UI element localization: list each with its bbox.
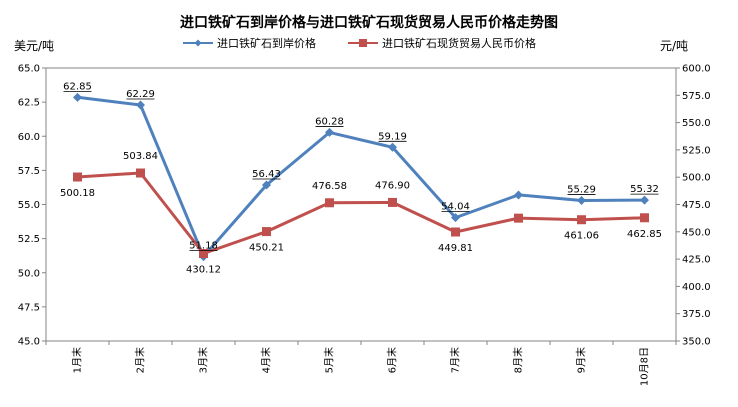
series-1-point (640, 213, 649, 223)
right-tick-label: 525.0 (682, 145, 711, 156)
legend: 进口铁矿石到岸价格 进口铁矿石现货贸易人民币价格 (183, 36, 536, 50)
x-tick-label: 5月末 (323, 347, 336, 373)
legend-marker-fob (194, 39, 202, 47)
series-line-0 (77, 95, 645, 259)
legend-marker-rmb (359, 39, 367, 47)
series-0-point (451, 213, 460, 223)
series-1-point (262, 227, 271, 237)
series-0-point (640, 195, 649, 205)
series-line-1 (77, 171, 645, 255)
x-tick-label: 4月末 (260, 347, 273, 373)
x-tick-label: 8月末 (512, 347, 525, 373)
x-tick-label: 10月8日 (639, 347, 651, 386)
series-1-data-label: 430.12 (186, 265, 221, 276)
right-tick-label: 550.0 (682, 118, 711, 129)
plot-area: 45.0 47.5 50.0 52.5 55.0 57.5 60.0 62.5 65.0 350.… (18, 64, 711, 387)
series-0-data-label: 59.19 (378, 131, 407, 142)
series-1-point (73, 172, 82, 182)
series-1-point (325, 198, 334, 208)
left-axis-unit: 美元/吨 (14, 39, 54, 53)
x-tick-label: 9月末 (575, 347, 588, 373)
series-1-data-label: 461.06 (564, 231, 599, 242)
left-tick-label: 60.0 (18, 132, 40, 143)
series-1-data-label: 476.58 (312, 181, 347, 192)
right-tick-label: 350.0 (682, 337, 711, 348)
right-tick-label: 400.0 (682, 282, 711, 293)
series-0-data-label: 60.28 (315, 116, 344, 127)
x-tick-label: 7月末 (449, 347, 462, 373)
series-1-data-label: 450.21 (249, 243, 284, 254)
series-0-point (577, 196, 586, 206)
series-1-point (451, 227, 460, 237)
x-tick-label: 3月末 (197, 347, 210, 373)
legend-label-rmb: 进口铁矿石现货贸易人民币价格 (382, 36, 536, 50)
left-tick-label: 52.5 (18, 234, 40, 245)
series-0-data-label: 54.04 (441, 202, 470, 213)
series-1-point (514, 213, 523, 223)
legend-label-fob: 进口铁矿石到岸价格 (217, 36, 316, 50)
series-0-data-label: 51.18 (189, 241, 218, 252)
right-tick-label: 575.0 (682, 91, 711, 102)
series-0-point (262, 180, 271, 190)
x-tick-label: 1月末 (71, 347, 84, 373)
right-axis-unit: 元/吨 (660, 39, 688, 53)
series-0-point (325, 127, 334, 137)
series-0-point (388, 142, 397, 152)
left-tick-label: 65.0 (18, 64, 40, 75)
left-tick-label: 45.0 (18, 337, 40, 348)
right-tick-label: 600.0 (682, 64, 711, 75)
left-tick-label: 55.0 (18, 200, 40, 211)
left-tick-label: 57.5 (18, 166, 40, 177)
chart-title: 进口铁矿石到岸价格与进口铁矿石现货贸易人民币价格走势图 (180, 14, 558, 31)
series-0-data-label: 62.85 (63, 81, 92, 92)
series-1-data-label: 500.18 (60, 188, 95, 199)
series-1-data-label: 449.81 (438, 243, 473, 254)
series-1-point (136, 168, 145, 178)
right-tick-label: 425.0 (682, 255, 711, 266)
series-1-point (388, 197, 397, 207)
left-tick-label: 50.0 (18, 268, 40, 279)
series-1-point (199, 249, 208, 259)
series-0-data-label: 55.32 (630, 184, 659, 195)
series-0-point (514, 190, 523, 200)
series-0-data-label: 62.29 (126, 89, 155, 100)
x-tick-label: 2月末 (134, 347, 147, 373)
series-0-point (73, 92, 82, 102)
right-tick-label: 475.0 (682, 200, 711, 211)
series-0-data-label: 55.29 (567, 185, 596, 196)
series-1-data-label: 503.84 (123, 151, 158, 162)
right-tick-label: 500.0 (682, 173, 711, 184)
left-tick-label: 62.5 (18, 98, 40, 109)
right-tick-label: 450.0 (682, 227, 711, 238)
left-tick-label: 47.5 (18, 302, 40, 313)
x-tick-label: 6月末 (386, 347, 399, 373)
series-1-point (577, 215, 586, 225)
series-1-data-label: 476.90 (375, 180, 410, 191)
right-tick-label: 375.0 (682, 309, 711, 320)
series-1-data-label: 462.85 (627, 229, 662, 240)
series-0-point (136, 100, 145, 110)
series-0-data-label: 56.43 (252, 169, 281, 180)
